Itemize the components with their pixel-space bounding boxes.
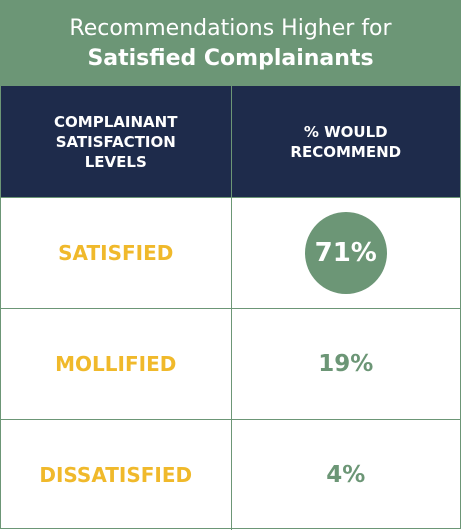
table-row: SATISFIED 71%	[1, 197, 460, 308]
subtitle: Satisfied Complainants	[87, 45, 374, 71]
row-label: DISSATISFIED	[39, 463, 193, 487]
table-cell: 19%	[230, 309, 461, 419]
table-row: DISSATISFIED 4%	[1, 419, 460, 530]
table-cell: 4%	[230, 420, 461, 530]
row-label: SATISFIED	[58, 241, 174, 265]
column-header: % WOULD RECOMMEND	[230, 86, 461, 197]
table-body: SATISFIED 71% MOLLIFIED 19% DISSATISFIED 4%	[1, 197, 460, 530]
row-label: MOLLIFIED	[55, 352, 177, 376]
column-header: COMPLAINANT SATISFACTION LEVELS	[54, 112, 178, 171]
percent-value: 4%	[326, 462, 366, 488]
title: Recommendations Higher for	[69, 15, 392, 41]
title-band: Recommendations Higher for Satisfied Com…	[1, 1, 460, 86]
table-cell: MOLLIFIED	[1, 309, 231, 419]
table-cell: DISSATISFIED	[1, 420, 231, 530]
percent-value: 71%	[304, 212, 387, 294]
table-row: MOLLIFIED 19%	[1, 308, 460, 419]
table-cell: SATISFIED	[1, 198, 231, 308]
table-cell: 71%	[230, 198, 461, 308]
table-header: COMPLAINANT SATISFACTION LEVELS % WOULD …	[1, 86, 460, 197]
percent-value: 19%	[318, 351, 374, 377]
